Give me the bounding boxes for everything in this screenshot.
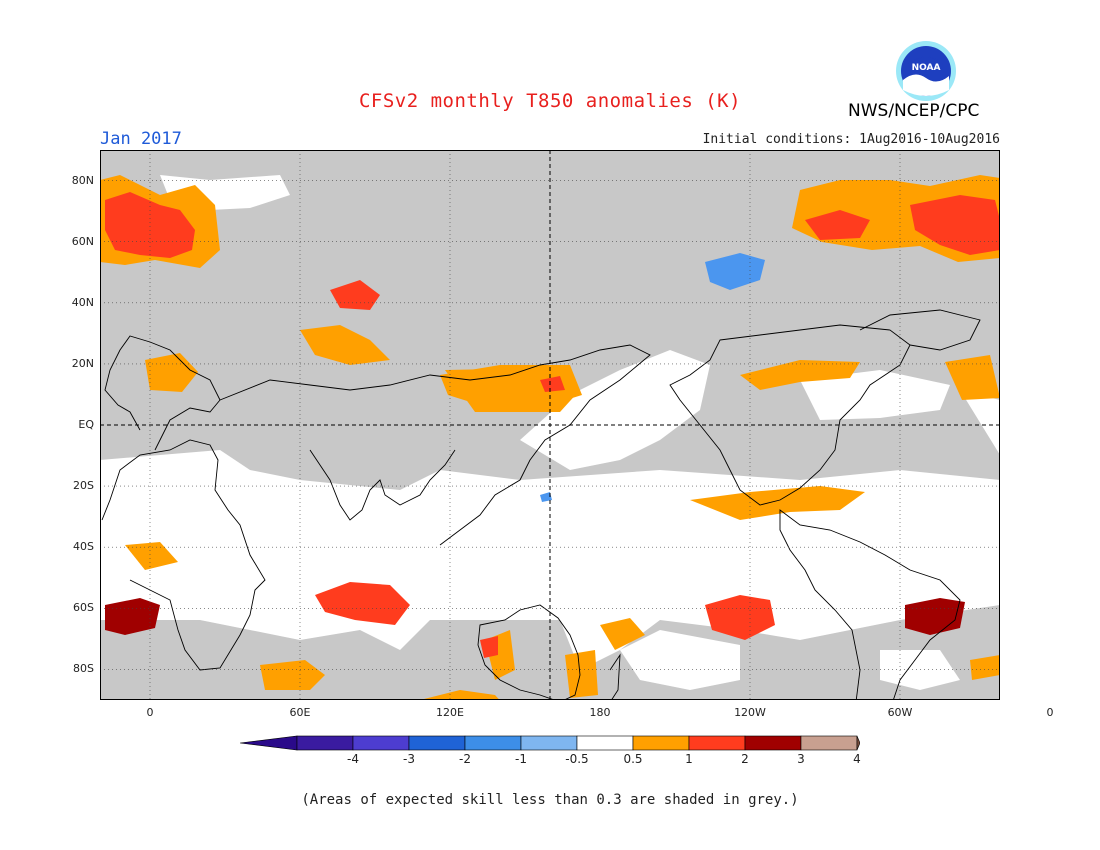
white-region-5 xyxy=(800,370,950,420)
red-anomaly-5 xyxy=(480,636,498,658)
colorbar-tick-label: -1 xyxy=(515,752,527,766)
lon-label: 0 xyxy=(1046,706,1054,719)
colorbar-segment xyxy=(352,735,410,751)
colorbar-tick-label: 0.5 xyxy=(623,752,643,766)
lat-label: 40N xyxy=(71,295,94,309)
white-region-4 xyxy=(620,630,740,690)
orange-anomaly-6 xyxy=(300,325,390,365)
red-anomaly-1 xyxy=(910,195,1000,255)
noaa-logo: NOAA xyxy=(896,41,956,101)
lat-label: 20S xyxy=(73,479,94,493)
lon-label: 120W xyxy=(734,706,766,719)
anomaly-map xyxy=(100,150,1000,700)
white-region-3 xyxy=(400,560,520,620)
colorbar-tick-label: -2 xyxy=(459,752,471,766)
map-frame xyxy=(100,150,1000,700)
colorbar xyxy=(240,735,860,751)
darkred-anomaly-0 xyxy=(105,598,160,635)
lat-label: 80S xyxy=(73,662,94,676)
map-title: CFSv2 monthly T850 anomalies (K) xyxy=(358,90,742,112)
red-anomaly-7 xyxy=(330,280,380,310)
colorbar-tick-label: 1 xyxy=(685,752,693,766)
colorbar-tick-label: -4 xyxy=(347,752,359,766)
orange-anomaly-13 xyxy=(260,660,325,690)
orange-anomaly-14 xyxy=(970,655,1000,680)
lon-label: 0 xyxy=(146,706,154,719)
lat-label: 60S xyxy=(73,601,94,615)
red-anomaly-3 xyxy=(315,582,410,625)
white-region-2 xyxy=(520,350,710,470)
initial-conditions: Initial conditions: 1Aug2016-10Aug2016 xyxy=(702,132,1000,147)
orange-anomaly-4 xyxy=(145,353,198,392)
colorbar-segment xyxy=(408,735,466,751)
red-anomaly-6 xyxy=(540,376,565,392)
lon-label: 60W xyxy=(887,706,913,719)
lat-label: EQ xyxy=(78,418,94,431)
colorbar-segment xyxy=(800,735,858,751)
forecast-month: Jan 2017 xyxy=(100,129,182,149)
darkred-anomaly-1 xyxy=(905,598,965,635)
lon-label: 180 xyxy=(589,706,611,719)
colorbar-segment xyxy=(688,735,746,751)
agency-label: NWS/NCEP/CPC xyxy=(848,101,980,121)
colorbar-tick-label: 3 xyxy=(797,752,805,766)
orange-anomaly-15 xyxy=(600,618,645,650)
colorbar-segment xyxy=(576,735,634,751)
lat-label: 80N xyxy=(71,173,94,187)
colorbar-tick-label: -3 xyxy=(403,752,415,766)
colorbar-tick-label: 2 xyxy=(741,752,749,766)
orange-anomaly-5 xyxy=(945,355,1000,400)
colorbar-segment xyxy=(520,735,578,751)
lat-label: 20N xyxy=(71,356,94,370)
colorbar-segment xyxy=(744,735,802,751)
orange-anomaly-2 xyxy=(740,360,860,390)
orange-anomaly-7 xyxy=(420,690,500,700)
lon-label: 60E xyxy=(289,706,311,719)
colorbar-low-arrow xyxy=(240,735,298,751)
orange-anomaly-11 xyxy=(690,486,865,520)
orange-anomaly-16 xyxy=(125,542,178,570)
colorbar-segment xyxy=(464,735,522,751)
coastlines xyxy=(101,309,981,700)
colorbar-high-arrow xyxy=(856,735,860,751)
colorbar-segment xyxy=(632,735,690,751)
colorbar-tick-label: -0.5 xyxy=(565,752,589,766)
orange-anomaly-9 xyxy=(565,650,598,698)
lat-label: 40S xyxy=(73,540,94,554)
lat-label: 60N xyxy=(71,234,94,248)
noaa-logo-text: NOAA xyxy=(912,63,941,73)
red-anomaly-2 xyxy=(805,210,870,240)
lon-label: 120E xyxy=(436,706,464,719)
colorbar-tick-label: 4 xyxy=(853,752,861,766)
red-anomaly-4 xyxy=(705,595,775,640)
colorbar-segment xyxy=(296,735,354,751)
skill-footnote: (Areas of expected skill less than 0.3 a… xyxy=(301,792,799,808)
blue-anomaly-1 xyxy=(540,492,552,502)
